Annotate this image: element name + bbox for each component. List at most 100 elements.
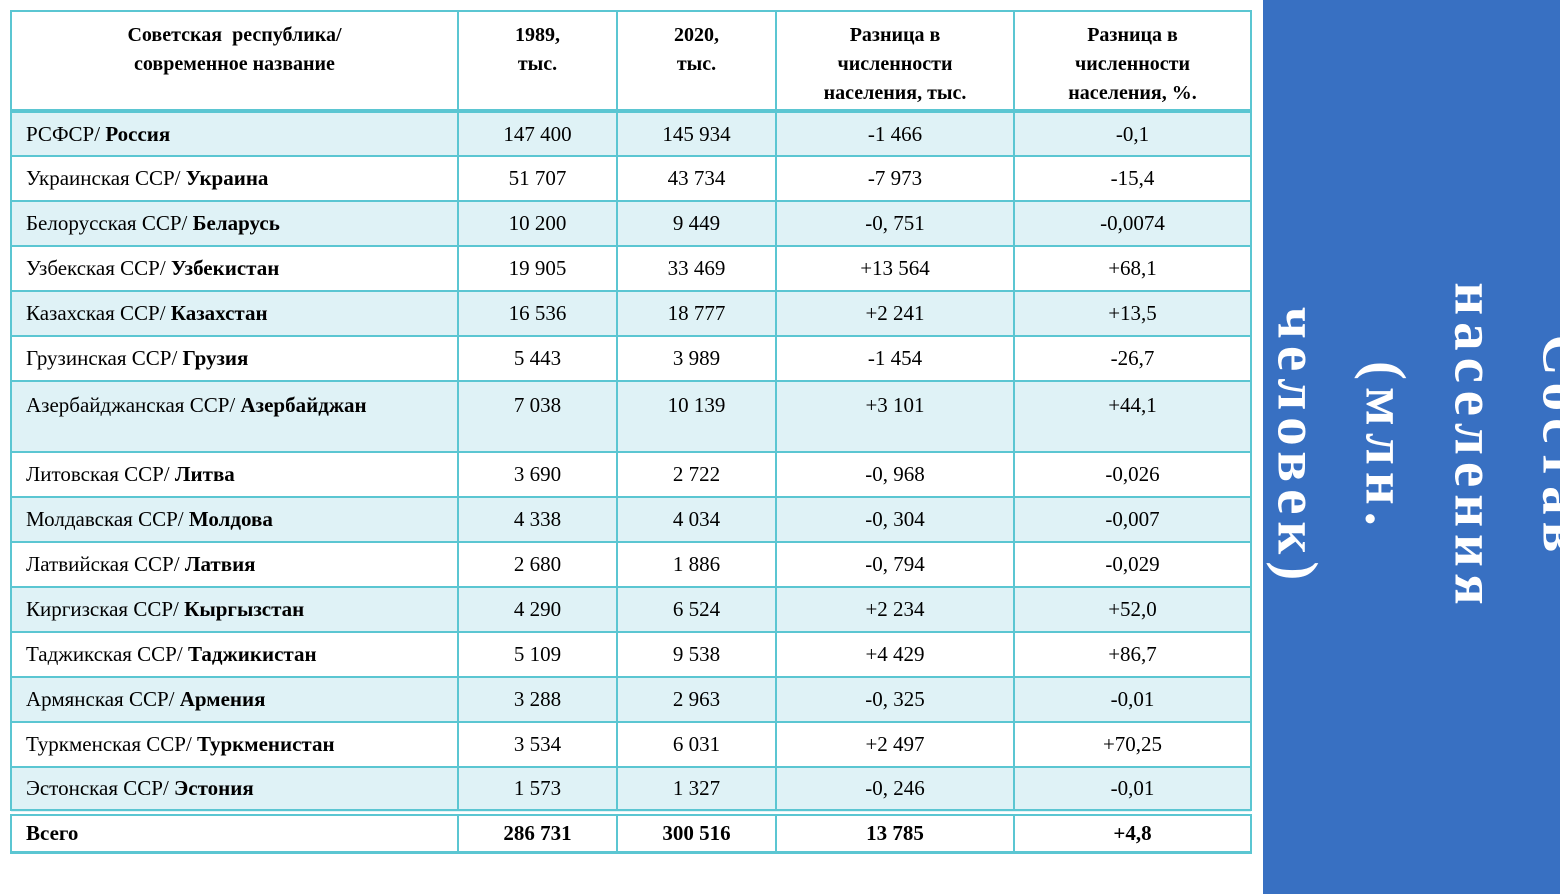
table-row: Туркменская ССР/ Туркменистан 3 534 6 031 +… — [10, 721, 1252, 768]
republic-modern-name: Молдова — [188, 507, 273, 531]
cell-republic: Туркменская ССР/ Туркменистан — [10, 721, 459, 768]
cell-diff-percent: -0,026 — [1013, 451, 1252, 498]
cell-1989: 7 038 — [457, 380, 618, 453]
column-header-2020: 2020, тыс. — [616, 10, 777, 113]
total-1989: 286 731 — [457, 808, 618, 854]
cell-1989: 5 443 — [457, 335, 618, 382]
cell-1989: 2 680 — [457, 541, 618, 588]
cell-diff-percent: -0,01 — [1013, 766, 1252, 813]
republic-modern-name: Кыргызстан — [184, 597, 305, 621]
cell-2020: 9 449 — [616, 200, 777, 247]
republic-soviet-name: Украинская ССР/ — [26, 166, 181, 190]
republic-soviet-name: Латвийская ССР/ — [26, 552, 180, 576]
cell-2020: 145 934 — [616, 110, 777, 157]
republic-soviet-name: Молдавская ССР/ — [26, 507, 184, 531]
cell-2020: 9 538 — [616, 631, 777, 678]
cell-2020: 4 034 — [616, 496, 777, 543]
table-row: РСФСР/ Россия 147 400 145 934 -1 466 -0,1 — [10, 110, 1252, 157]
cell-1989: 3 534 — [457, 721, 618, 768]
cell-1989: 4 290 — [457, 586, 618, 633]
population-table: Советская республика/ современное назван… — [10, 10, 1252, 854]
republic-modern-name: Беларусь — [192, 211, 280, 235]
table-row: Белорусская ССР/ Беларусь 10 200 9 449 -0, … — [10, 200, 1252, 247]
republic-modern-name: Азербайджан — [240, 393, 367, 417]
republic-modern-name: Латвия — [184, 552, 256, 576]
republic-soviet-name: Киргизская ССР/ — [26, 597, 179, 621]
cell-diff-percent: +68,1 — [1013, 245, 1252, 292]
cell-diff-percent: +86,7 — [1013, 631, 1252, 678]
cell-republic: Молдавская ССР/ Молдова — [10, 496, 459, 543]
cell-republic: Казахская ССР/ Казахстан — [10, 290, 459, 337]
cell-diff-thousands: -0, 794 — [775, 541, 1015, 588]
table-row: Узбекская ССР/ Узбекистан 19 905 33 469 +13… — [10, 245, 1252, 292]
total-diff-percent: +4,8 — [1013, 808, 1252, 854]
total-diff-thousands: 13 785 — [775, 808, 1015, 854]
column-header-1989: 1989, тыс. — [457, 10, 618, 113]
cell-diff-thousands: -1 466 — [775, 110, 1015, 157]
cell-diff-thousands: -0, 304 — [775, 496, 1015, 543]
cell-2020: 10 139 — [616, 380, 777, 453]
cell-republic: Белорусская ССР/ Беларусь — [10, 200, 459, 247]
column-header-diff-thousands: Разница в численности населения, тыс. — [775, 10, 1015, 113]
cell-2020: 2 963 — [616, 676, 777, 723]
table-row: Казахская ССР/ Казахстан 16 536 18 777 +2 2… — [10, 290, 1252, 337]
republic-soviet-name: Туркменская ССР/ — [26, 732, 192, 756]
total-label: Всего — [10, 808, 459, 854]
cell-2020: 3 989 — [616, 335, 777, 382]
cell-1989: 5 109 — [457, 631, 618, 678]
republic-modern-name: Грузия — [182, 346, 249, 370]
cell-1989: 3 288 — [457, 676, 618, 723]
cell-2020: 1 327 — [616, 766, 777, 813]
republic-soviet-name: Литовская ССР/ — [26, 462, 170, 486]
cell-republic: Литовская ССР/ Литва — [10, 451, 459, 498]
total-row: Всего 286 731 300 516 13 785 +4,8 — [10, 808, 1252, 854]
cell-2020: 33 469 — [616, 245, 777, 292]
table-body: РСФСР/ Россия 147 400 145 934 -1 466 -0,1 Укр… — [10, 110, 1252, 813]
cell-1989: 16 536 — [457, 290, 618, 337]
cell-diff-thousands: +3 101 — [775, 380, 1015, 453]
table-row: Молдавская ССР/ Молдова 4 338 4 034 -0, 304… — [10, 496, 1252, 543]
cell-2020: 2 722 — [616, 451, 777, 498]
cell-diff-percent: +44,1 — [1013, 380, 1252, 453]
cell-republic: Эстонская ССР/ Эстония — [10, 766, 459, 813]
cell-diff-percent: -15,4 — [1013, 155, 1252, 202]
cell-diff-percent: -0,1 — [1013, 110, 1252, 157]
cell-1989: 19 905 — [457, 245, 618, 292]
cell-republic: Киргизская ССР/ Кыргызстан — [10, 586, 459, 633]
republic-soviet-name: РСФСР/ — [26, 121, 101, 146]
table-row: Киргизская ССР/ Кыргызстан 4 290 6 524 +2 2… — [10, 586, 1252, 633]
republic-modern-name: Украина — [185, 166, 269, 190]
cell-diff-thousands: +13 564 — [775, 245, 1015, 292]
republic-modern-name: Таджикистан — [187, 642, 317, 666]
cell-1989: 147 400 — [457, 110, 618, 157]
cell-republic: РСФСР/ Россия — [10, 110, 459, 157]
republic-soviet-name: Грузинская ССР/ — [26, 346, 178, 370]
cell-2020: 43 734 — [616, 155, 777, 202]
table-row: Армянская ССР/ Армения 3 288 2 963 -0, 325-… — [10, 676, 1252, 723]
republic-modern-name: Эстония — [174, 775, 254, 800]
cell-diff-thousands: -0, 325 — [775, 676, 1015, 723]
cell-republic: Грузинская ССР/ Грузия — [10, 335, 459, 382]
cell-diff-thousands: +2 241 — [775, 290, 1015, 337]
republic-soviet-name: Казахская ССР/ — [26, 301, 166, 325]
cell-diff-percent: +70,25 — [1013, 721, 1252, 768]
cell-diff-thousands: +2 497 — [775, 721, 1015, 768]
cell-diff-percent: +13,5 — [1013, 290, 1252, 337]
cell-1989: 4 338 — [457, 496, 618, 543]
slide-title-vertical: Состав населения (млн. человек) — [1265, 282, 1560, 612]
republic-modern-name: Узбекистан — [170, 256, 280, 280]
side-banner: Состав населения (млн. человек) — [1263, 0, 1560, 894]
cell-diff-thousands: +4 429 — [775, 631, 1015, 678]
cell-diff-thousands: -0, 968 — [775, 451, 1015, 498]
table-row: Таджикская ССР/ Таджикистан 5 109 9 538 +4 … — [10, 631, 1252, 678]
cell-republic: Узбекская ССР/ Узбекистан — [10, 245, 459, 292]
republic-soviet-name: Таджикская ССР/ — [26, 642, 183, 666]
table-header: Советская республика/ современное назван… — [10, 10, 1252, 113]
cell-diff-thousands: -0, 246 — [775, 766, 1015, 813]
cell-1989: 10 200 — [457, 200, 618, 247]
cell-diff-percent: -0,029 — [1013, 541, 1252, 588]
cell-1989: 3 690 — [457, 451, 618, 498]
cell-1989: 51 707 — [457, 155, 618, 202]
cell-diff-percent: -0,01 — [1013, 676, 1252, 723]
